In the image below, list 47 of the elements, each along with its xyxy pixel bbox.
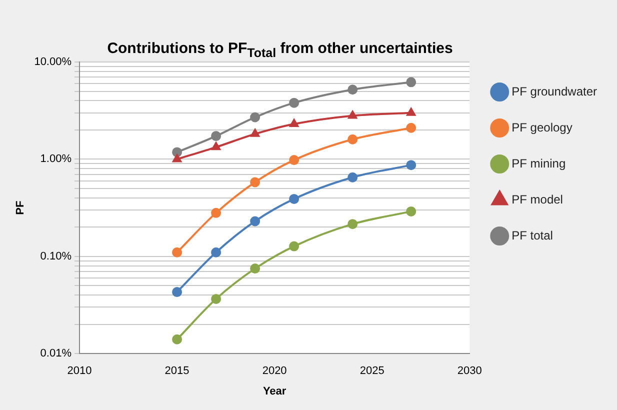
chart-title: Contributions to PF$_{Total}$ from other uncertainties — [107, 40, 453, 60]
legend-label: PF mining — [512, 156, 566, 170]
x-tick-label: 2025 — [360, 365, 384, 378]
legend-label: PF groundwater — [512, 84, 598, 98]
x-tick-label: 2015 — [164, 365, 190, 378]
point — [250, 128, 260, 137]
point — [250, 112, 260, 122]
point — [172, 247, 182, 258]
legend-label: PF total — [512, 228, 553, 242]
y-axis-title: PF — [14, 200, 27, 215]
point — [250, 177, 260, 188]
point — [406, 77, 416, 88]
point — [348, 84, 358, 95]
point — [172, 287, 182, 298]
point — [406, 108, 416, 116]
y-tick-label: 0.01% — [40, 348, 72, 360]
point — [212, 142, 221, 150]
point — [250, 216, 260, 226]
y-tick-label: 1.00% — [40, 153, 72, 166]
point — [172, 154, 182, 162]
x-tick-label: 2010 — [67, 365, 92, 378]
x-tick-label: 2020 — [262, 365, 287, 378]
point — [289, 241, 300, 252]
point — [211, 131, 222, 142]
x-tick-label: 2030 — [457, 365, 482, 378]
point — [172, 334, 182, 344]
point — [406, 122, 416, 133]
point — [211, 208, 222, 218]
point — [348, 110, 358, 119]
point — [289, 155, 300, 166]
point — [289, 194, 300, 204]
point — [348, 172, 358, 182]
x-axis-title: Year — [262, 385, 287, 398]
point — [406, 206, 416, 216]
point — [406, 160, 416, 170]
legend-label: PF geology — [512, 120, 572, 134]
point — [250, 264, 260, 274]
point — [290, 119, 299, 128]
y-tick-label: 10.00% — [34, 56, 72, 68]
point — [211, 247, 222, 258]
legend-label: PF model — [512, 192, 563, 206]
point — [289, 98, 300, 108]
point — [348, 219, 358, 230]
point — [348, 134, 358, 144]
point — [211, 294, 222, 304]
point — [172, 147, 182, 158]
y-tick-label: 0.10% — [40, 250, 72, 262]
